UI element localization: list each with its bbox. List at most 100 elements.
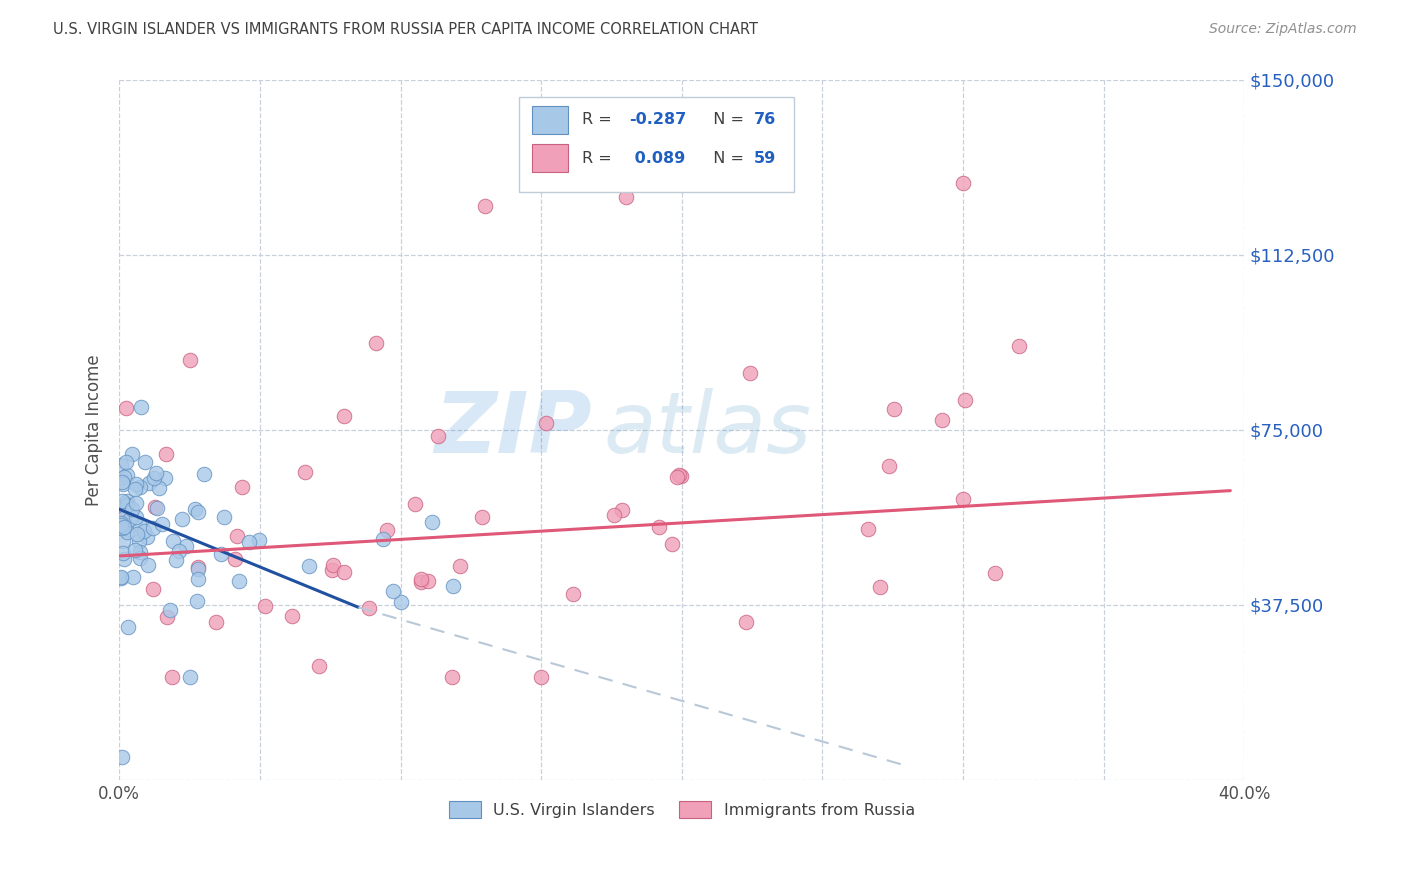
- Point: [409, 572, 432, 586]
- Point: [322, 558, 344, 572]
- Point: [669, 468, 692, 483]
- Point: [226, 529, 249, 543]
- Point: [474, 199, 496, 213]
- Point: [187, 505, 209, 519]
- Point: [111, 475, 134, 489]
- Text: 59: 59: [754, 151, 776, 166]
- Point: [308, 658, 330, 673]
- Point: [409, 574, 432, 589]
- Point: [115, 455, 138, 469]
- Point: [952, 176, 974, 190]
- Point: [112, 551, 135, 566]
- Point: [883, 402, 905, 417]
- FancyBboxPatch shape: [519, 97, 794, 192]
- Point: [174, 539, 197, 553]
- Point: [146, 500, 169, 515]
- Point: [471, 509, 494, 524]
- Point: [952, 492, 974, 507]
- Point: [114, 496, 136, 510]
- Point: [359, 601, 381, 615]
- Point: [117, 620, 139, 634]
- Point: [110, 570, 132, 584]
- Point: [298, 558, 321, 573]
- Point: [603, 508, 626, 523]
- Point: [209, 547, 232, 561]
- Point: [389, 595, 412, 609]
- Point: [172, 511, 194, 525]
- Point: [440, 670, 463, 684]
- Point: [112, 511, 135, 525]
- Point: [114, 508, 136, 522]
- Point: [121, 447, 143, 461]
- Text: Source: ZipAtlas.com: Source: ZipAtlas.com: [1209, 22, 1357, 37]
- Point: [333, 565, 356, 579]
- Point: [110, 516, 132, 531]
- Text: 0.089: 0.089: [628, 151, 685, 166]
- Point: [179, 670, 201, 684]
- Point: [193, 467, 215, 481]
- Point: [153, 470, 176, 484]
- Point: [110, 518, 132, 533]
- Point: [247, 533, 270, 547]
- Point: [125, 527, 148, 541]
- Point: [984, 566, 1007, 581]
- Point: [224, 552, 246, 566]
- Point: [128, 480, 150, 494]
- Point: [167, 544, 190, 558]
- Point: [162, 534, 184, 549]
- Point: [228, 574, 250, 589]
- Text: -0.287: -0.287: [628, 112, 686, 128]
- Point: [856, 522, 879, 536]
- Text: R =: R =: [582, 151, 617, 166]
- Point: [321, 563, 343, 577]
- Point: [142, 470, 165, 484]
- Point: [136, 530, 159, 544]
- Point: [143, 500, 166, 515]
- Text: N =: N =: [703, 112, 749, 128]
- Point: [128, 533, 150, 548]
- Text: ZIP: ZIP: [434, 389, 592, 472]
- Point: [877, 458, 900, 473]
- Point: [128, 551, 150, 566]
- Point: [179, 353, 201, 368]
- Point: [122, 569, 145, 583]
- Text: 76: 76: [754, 112, 776, 128]
- Point: [418, 574, 440, 588]
- Point: [112, 520, 135, 534]
- Point: [375, 523, 398, 537]
- Point: [364, 335, 387, 350]
- Point: [373, 532, 395, 546]
- Point: [136, 558, 159, 573]
- Text: U.S. VIRGIN ISLANDER VS IMMIGRANTS FROM RUSSIA PER CAPITA INCOME CORRELATION CHA: U.S. VIRGIN ISLANDER VS IMMIGRANTS FROM …: [53, 22, 758, 37]
- Point: [441, 579, 464, 593]
- Point: [112, 533, 135, 548]
- Point: [187, 562, 209, 576]
- FancyBboxPatch shape: [533, 106, 568, 134]
- Point: [450, 559, 472, 574]
- Point: [111, 520, 134, 534]
- Point: [661, 537, 683, 551]
- Point: [294, 465, 316, 479]
- Text: atlas: atlas: [603, 389, 811, 472]
- Point: [614, 189, 637, 203]
- Point: [160, 670, 183, 684]
- Point: [420, 516, 443, 530]
- Point: [112, 476, 135, 491]
- Point: [404, 497, 426, 511]
- FancyBboxPatch shape: [533, 145, 568, 172]
- Point: [129, 400, 152, 414]
- Point: [115, 494, 138, 508]
- Point: [530, 670, 553, 684]
- Point: [561, 587, 583, 601]
- Point: [212, 509, 235, 524]
- Point: [125, 477, 148, 491]
- Point: [610, 503, 633, 517]
- Point: [110, 571, 132, 585]
- Point: [124, 543, 146, 558]
- Point: [110, 458, 132, 472]
- Point: [187, 572, 209, 586]
- Point: [738, 366, 761, 380]
- Point: [647, 520, 669, 534]
- Point: [280, 609, 302, 624]
- Y-axis label: Per Capita Income: Per Capita Income: [86, 354, 103, 506]
